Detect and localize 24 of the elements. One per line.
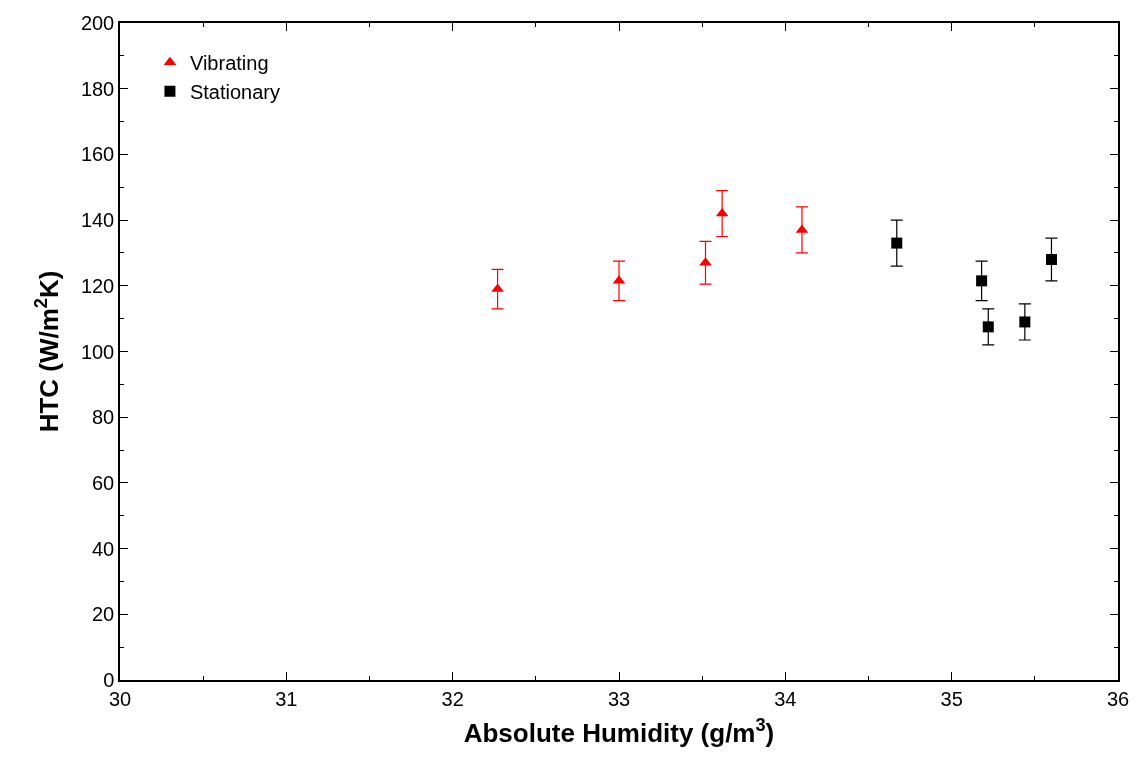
x-tick-label: 31 <box>275 687 298 710</box>
point <box>1045 254 1057 266</box>
y-tick-label: 20 <box>92 603 115 626</box>
legend-label: Vibrating <box>189 52 269 75</box>
x-tick-label: 35 <box>940 687 963 710</box>
y-tick-label: 100 <box>80 340 115 363</box>
y-tick-label: 140 <box>80 209 115 232</box>
point <box>891 237 903 249</box>
point <box>982 321 994 333</box>
point <box>976 275 988 287</box>
x-tick-label: 34 <box>774 687 797 710</box>
x-tick-label: 33 <box>607 687 631 710</box>
y-tick-label: 80 <box>92 406 115 429</box>
y-tick-label: 120 <box>80 274 115 297</box>
point <box>1019 316 1031 328</box>
y-tick-label: 160 <box>80 143 115 166</box>
y-tick-label: 60 <box>92 471 115 494</box>
x-tick-label: 32 <box>441 687 464 710</box>
legend-label: Stationary <box>189 81 280 104</box>
y-tick-label: 40 <box>92 537 115 560</box>
y-tick-label: 200 <box>80 12 115 34</box>
x-tick-label: 36 <box>1106 687 1130 710</box>
y-tick-label: 180 <box>80 77 115 100</box>
x-axis-title: Absolute Humidity (g/m$^{3}$) <box>463 715 775 748</box>
